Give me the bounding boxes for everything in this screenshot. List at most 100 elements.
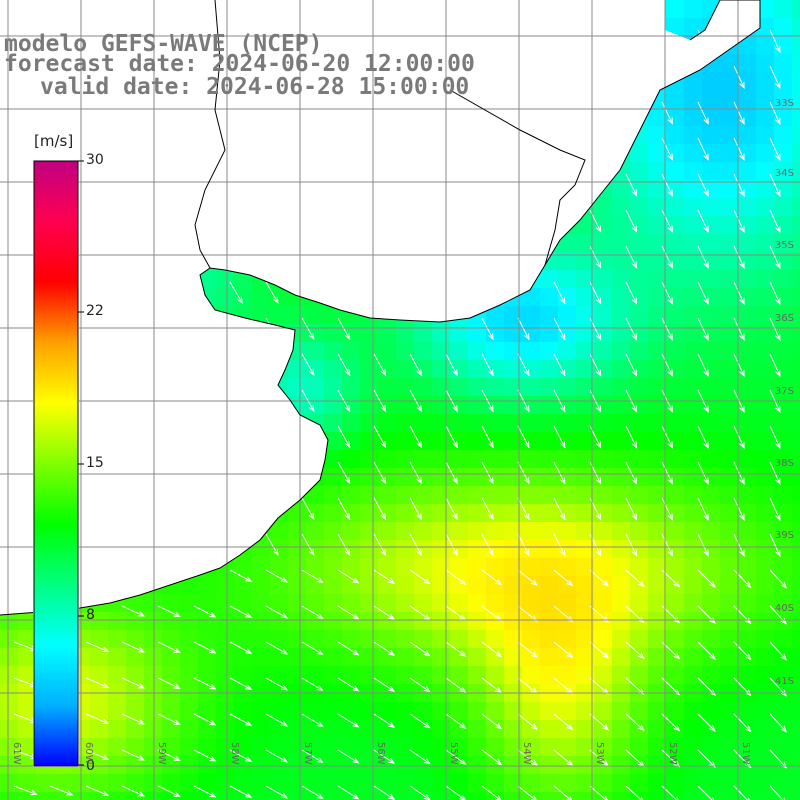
wind-arrow bbox=[553, 461, 566, 485]
wind-arrow bbox=[229, 641, 253, 654]
wind-arrow bbox=[481, 461, 494, 485]
wind-arrow bbox=[445, 749, 467, 765]
wind-arrow bbox=[769, 209, 781, 234]
wind-arrow bbox=[157, 749, 181, 761]
wind-arrow bbox=[733, 317, 745, 341]
wind-arrow bbox=[733, 281, 745, 305]
wind-arrow bbox=[301, 641, 324, 655]
wind-arrow bbox=[265, 749, 288, 763]
wind-arrow bbox=[49, 785, 74, 796]
wind-arrow bbox=[733, 497, 745, 521]
wind-arrow bbox=[661, 281, 673, 305]
wind-arrow bbox=[625, 209, 638, 233]
wind-arrow bbox=[409, 425, 422, 449]
wind-arrow bbox=[301, 569, 324, 583]
wind-arrow bbox=[589, 713, 610, 731]
wind-arrow bbox=[193, 641, 217, 654]
lon-label: 59W bbox=[156, 742, 167, 765]
wind-arrow bbox=[769, 569, 788, 589]
wind-arrow bbox=[301, 389, 315, 413]
wind-arrow bbox=[337, 713, 360, 728]
wind-arrow bbox=[769, 353, 781, 378]
wind-arrow bbox=[697, 317, 709, 341]
wind-arrow bbox=[409, 713, 431, 729]
wind-arrow bbox=[193, 713, 217, 726]
wind-arrow bbox=[373, 569, 396, 584]
wind-arrow bbox=[121, 785, 146, 797]
wind-arrow bbox=[625, 533, 638, 557]
wind-arrow bbox=[121, 677, 146, 689]
wind-arrow bbox=[517, 533, 530, 557]
wind-arrow bbox=[265, 677, 288, 691]
colorbar-unit: [m/s] bbox=[34, 132, 74, 150]
wind-arrow bbox=[553, 533, 566, 557]
wind-arrow bbox=[265, 713, 288, 727]
lat-label: 37S bbox=[774, 386, 794, 397]
wind-arrow bbox=[121, 713, 146, 725]
wind-arrow bbox=[553, 785, 573, 800]
wind-arrow bbox=[517, 749, 538, 766]
lon-label: 56W bbox=[375, 742, 386, 765]
wind-arrow bbox=[157, 641, 181, 653]
wind-arrow bbox=[697, 749, 716, 768]
wind-arrow bbox=[769, 173, 781, 198]
wind-arrow bbox=[733, 65, 745, 89]
wind-arrow bbox=[553, 749, 574, 767]
wind-arrow bbox=[337, 353, 351, 377]
wind-arrow bbox=[229, 605, 253, 618]
wind-arrow bbox=[229, 749, 253, 762]
wind-arrow bbox=[373, 353, 387, 377]
wind-arrow bbox=[409, 641, 431, 657]
lon-label: 57W bbox=[302, 742, 313, 765]
wind-arrow bbox=[445, 677, 467, 693]
lon-label: 53W bbox=[594, 742, 605, 765]
wind-arrow bbox=[337, 533, 351, 557]
valid-date: valid date: 2024-06-28 15:00:00 bbox=[40, 74, 470, 100]
wind-arrow bbox=[697, 461, 709, 485]
wind-arrow bbox=[661, 497, 673, 521]
wind-arrow bbox=[769, 29, 781, 54]
wind-arrow bbox=[733, 425, 745, 449]
wind-arrow bbox=[373, 677, 396, 692]
wind-arrow bbox=[661, 317, 673, 341]
lon-label: 52W bbox=[667, 742, 678, 765]
colorbar-tick-22: 22 bbox=[86, 303, 104, 319]
wind-arrow bbox=[445, 641, 467, 657]
wind-arrow bbox=[769, 281, 781, 306]
wind-arrow bbox=[697, 425, 709, 449]
wind-arrow bbox=[661, 461, 673, 485]
wind-arrow bbox=[697, 101, 709, 125]
wind-arrow bbox=[697, 137, 709, 161]
wind-arrow bbox=[625, 281, 638, 305]
lon-label: 60W bbox=[83, 742, 94, 765]
wind-arrow bbox=[553, 569, 574, 587]
wind-arrow bbox=[85, 785, 110, 796]
wind-arrow bbox=[337, 569, 360, 584]
wind-arrow bbox=[553, 713, 574, 731]
wind-arrow bbox=[625, 641, 645, 660]
wind-arrow bbox=[625, 173, 638, 197]
wind-arrow bbox=[625, 713, 645, 732]
wind-arrow bbox=[625, 353, 638, 377]
lon-label: 55W bbox=[448, 742, 459, 765]
wind-arrow bbox=[409, 677, 431, 693]
wind-arrow bbox=[337, 461, 351, 485]
wind-arrow bbox=[445, 497, 458, 521]
wind-arrow bbox=[697, 245, 709, 269]
wind-arrow bbox=[409, 749, 431, 765]
wind-arrow bbox=[85, 713, 110, 724]
wind-arrow bbox=[229, 713, 253, 726]
wind-arrow bbox=[301, 353, 315, 377]
wind-arrow bbox=[661, 353, 673, 377]
wind-arrow bbox=[85, 641, 110, 652]
wind-arrow bbox=[769, 533, 781, 558]
wind-arrow bbox=[409, 353, 422, 377]
wind-arrow bbox=[481, 353, 494, 377]
wind-arrow bbox=[553, 497, 566, 521]
wind-arrow bbox=[373, 533, 387, 557]
wind-arrow bbox=[481, 749, 503, 766]
wind-arrow bbox=[445, 569, 467, 585]
wind-arrow bbox=[697, 713, 716, 732]
lat-label: 36S bbox=[774, 313, 794, 324]
wind-arrow bbox=[301, 749, 324, 763]
